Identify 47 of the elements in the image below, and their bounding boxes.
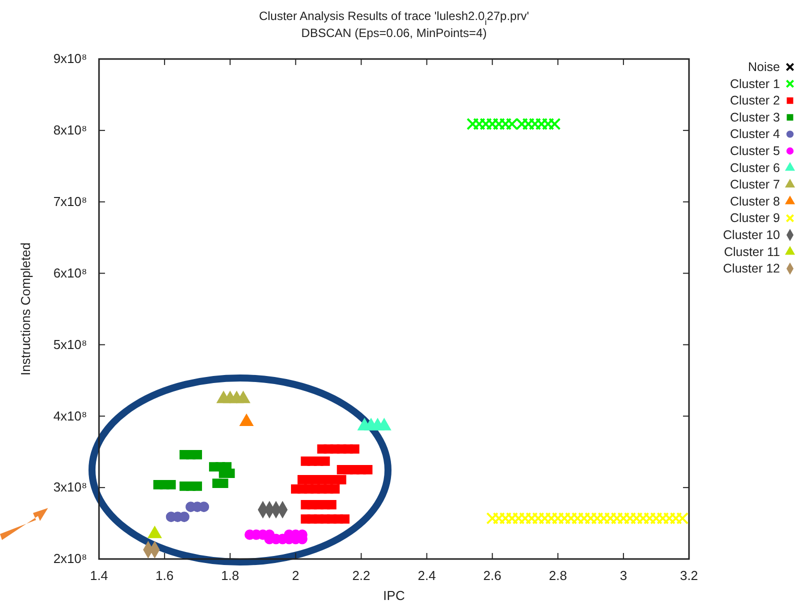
point: [166, 480, 176, 490]
legend-label: Noise: [748, 60, 780, 74]
x-tick-label: 2.4: [418, 568, 436, 584]
legend-label: Cluster 11: [724, 244, 780, 259]
y-tick-label: 7x10⁸: [53, 194, 87, 210]
y-tick-label: 6x10⁸: [53, 265, 87, 280]
y-tick-label: 8x10⁸: [53, 122, 87, 138]
legend-label: Cluster 1: [730, 76, 780, 91]
x-tick-label: 3.2: [680, 568, 698, 584]
point: [350, 444, 360, 454]
point: [320, 456, 330, 466]
x-tick-label: 3: [620, 568, 628, 584]
y-axis-title: Instructions Completed: [18, 242, 33, 376]
legend-label: Cluster 12: [723, 262, 780, 276]
legend-label: Cluster 7: [730, 178, 780, 192]
y-tick-label: 4x10⁸: [53, 408, 87, 424]
x-tick-label: 2: [292, 568, 300, 584]
point: [218, 478, 228, 488]
point: [179, 512, 190, 522]
point: [327, 500, 336, 510]
legend-label: Cluster 2: [730, 94, 780, 108]
point: [336, 475, 346, 484]
x-tick-label: 2.6: [483, 568, 502, 584]
legend-label: Cluster 3: [730, 110, 780, 124]
x-tick-label: 2.8: [548, 568, 567, 584]
x-tick-label: 1.8: [221, 568, 240, 584]
x-tick-label: 1.4: [90, 568, 108, 584]
legend-label: Cluster 10: [723, 228, 780, 242]
point: [192, 481, 202, 491]
point: [363, 465, 372, 474]
legend-label: Cluster 5: [730, 144, 780, 158]
legend-label: Cluster 9: [730, 211, 780, 226]
x-tick-label: 2.2: [352, 568, 370, 584]
x-axis-title: IPC: [383, 588, 405, 603]
y-tick-label: 2x10⁸: [53, 551, 87, 566]
y-tick-label: 9x10⁸: [53, 51, 87, 66]
y-tick-label: 5x10⁸: [53, 336, 87, 352]
x-tick-label: 1.6: [156, 568, 174, 584]
point: [192, 450, 202, 460]
legend-label: Cluster 6: [730, 160, 780, 175]
chart-subtitle: DBSCAN (Eps=0.06, MinPoints=4): [301, 26, 487, 40]
point: [330, 484, 340, 494]
legend-label: Cluster 4: [730, 127, 780, 142]
chart-title: Cluster Analysis Results of trace 'lulesh2.0$_{i}$27p.prv': [258, 9, 530, 27]
point: [340, 514, 350, 524]
legend-label: Cluster 8: [730, 194, 780, 208]
y-tick-label: 3x10⁸: [53, 480, 87, 495]
